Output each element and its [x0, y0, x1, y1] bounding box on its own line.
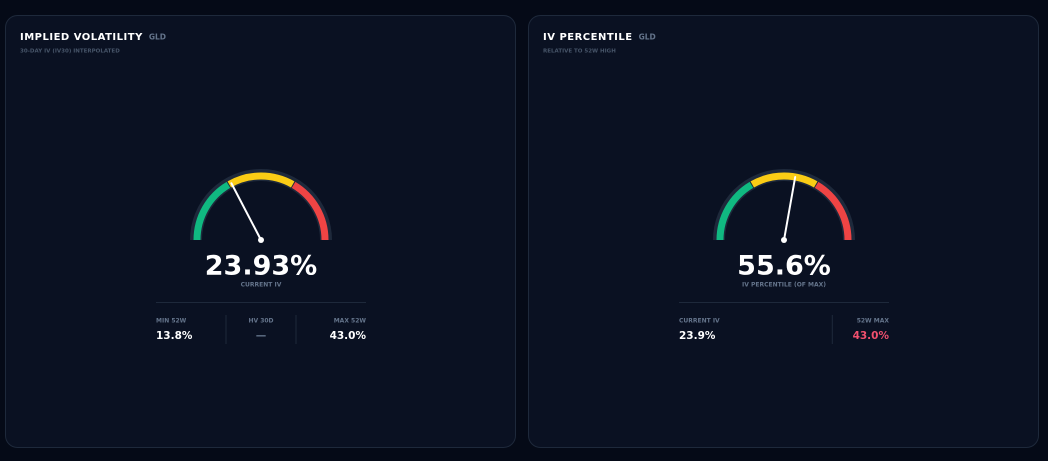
stat-value: 13.8% — [156, 330, 193, 342]
card — [528, 15, 1039, 448]
gauge-caption: IV PERCENTILE (OF MAX) — [742, 282, 826, 289]
stat-value: 43.0% — [330, 330, 367, 342]
gauge-needle — [230, 182, 262, 241]
gauge-segment — [750, 172, 818, 188]
ticker: GLD — [149, 33, 166, 42]
stat-value: 23.9% — [679, 330, 716, 342]
gauge-segment — [291, 181, 329, 241]
gauge-segment — [193, 181, 231, 241]
gauge-value: 23.93% — [205, 251, 317, 282]
gauge-value: 55.6% — [737, 251, 831, 282]
gauge-segment — [716, 181, 754, 241]
card-subtitle: 30-DAY IV (IV30) INTERPOLATED — [20, 49, 120, 55]
gauge-caption: CURRENT IV — [241, 282, 282, 289]
gauge-needle — [783, 175, 797, 241]
gauge-segment — [814, 181, 852, 241]
card-title: IMPLIED VOLATILITY — [20, 32, 143, 43]
stat-label: 52W MAX — [857, 318, 890, 325]
stat-value: — — [256, 330, 267, 342]
stat-value: 43.0% — [853, 330, 890, 342]
stat-label: CURRENT IV — [679, 318, 720, 325]
stat-label: MAX 52W — [334, 318, 367, 325]
stat-label: HV 30D — [248, 318, 273, 325]
stat-label: MIN 52W — [156, 318, 187, 325]
card-title: IV PERCENTILE — [543, 32, 633, 43]
card-subtitle: RELATIVE TO 52W HIGH — [543, 49, 616, 55]
card — [5, 15, 516, 448]
ticker: GLD — [639, 33, 656, 42]
needle-hub — [258, 237, 264, 243]
gauge-segment — [227, 172, 295, 188]
needle-hub — [781, 237, 787, 243]
